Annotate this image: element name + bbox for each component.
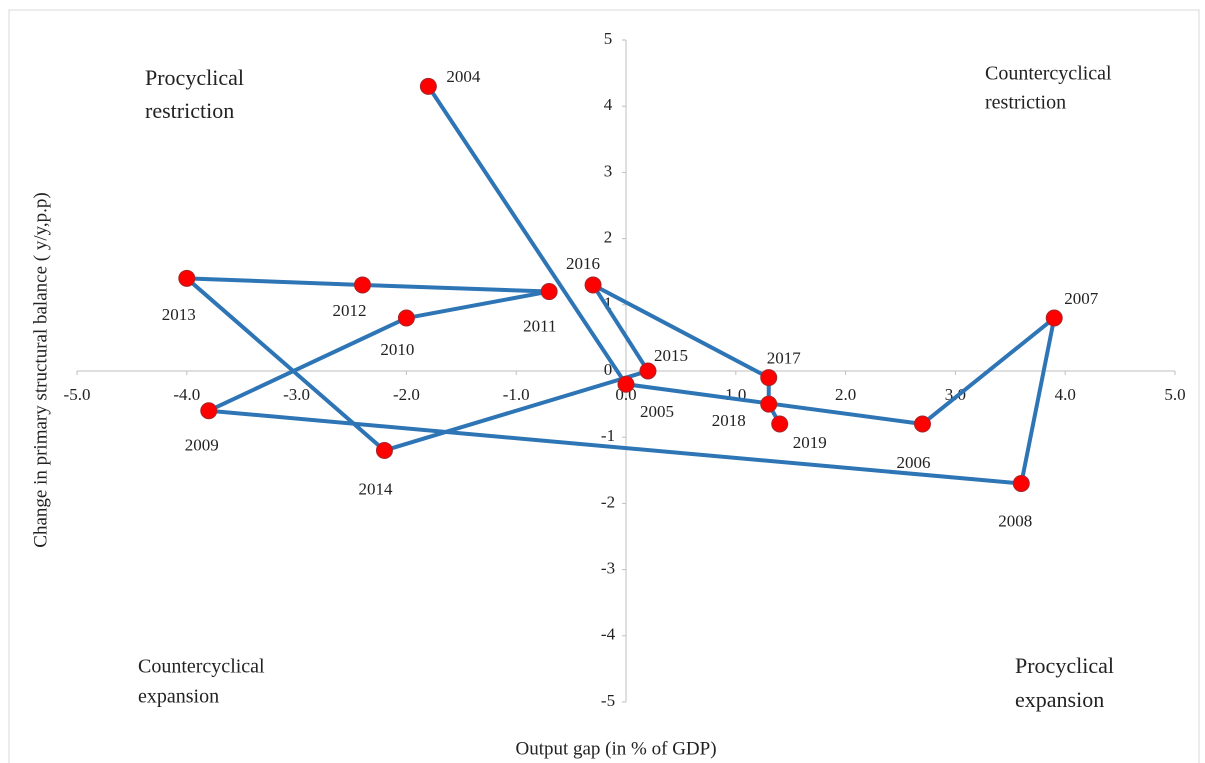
point-label: 2008: [998, 511, 1032, 530]
quadrant-label: Procyclical: [145, 65, 244, 90]
point: [397, 309, 415, 327]
point: [1012, 475, 1030, 493]
point: [771, 415, 789, 433]
quadrant-label: expansion: [1015, 687, 1104, 712]
point: [617, 375, 635, 393]
point-label: 2005: [640, 402, 674, 421]
point-label: 2010: [380, 340, 414, 359]
point-label: 2016: [566, 254, 600, 273]
x-tick-label: -4.0: [173, 385, 200, 404]
chart-border: [8, 9, 1200, 763]
y-tick-label: -2: [601, 492, 615, 511]
point-label: 2013: [162, 305, 196, 324]
y-tick-label: -1: [601, 426, 615, 445]
y-tick-label: -5: [601, 691, 615, 710]
quadrant-label: restriction: [145, 98, 234, 123]
point-label: 2017: [767, 349, 802, 368]
quadrant-label: restriction: [985, 92, 1066, 114]
point-label: 2004: [446, 67, 481, 86]
point-label: 2006: [896, 453, 930, 472]
y-tick-label: 1: [604, 294, 613, 313]
point: [178, 269, 196, 287]
point-label: 2018: [712, 411, 746, 430]
point: [584, 276, 602, 294]
y-axis-title: Change in primary structural balance ( y…: [30, 192, 51, 547]
quadrant-label: expansion: [138, 686, 219, 708]
point-label: 2012: [332, 301, 366, 320]
y-tick-label: -3: [601, 559, 615, 578]
x-tick-label: -1.0: [503, 385, 530, 404]
point: [1045, 309, 1063, 327]
point-label: 2011: [523, 316, 556, 335]
x-tick-label: 2.0: [835, 385, 856, 404]
y-tick-label: 4: [604, 95, 613, 114]
y-tick-label: 0: [604, 360, 613, 379]
x-tick-label: 5.0: [1164, 385, 1185, 404]
y-tick-label: 3: [604, 161, 613, 180]
point-label: 2009: [185, 436, 219, 455]
x-tick-label: -2.0: [393, 385, 420, 404]
x-tick-label: -5.0: [64, 385, 91, 404]
point: [760, 395, 778, 413]
point: [200, 402, 218, 420]
y-tick-label: -4: [601, 625, 616, 644]
x-tick-label: 4.0: [1055, 385, 1076, 404]
y-tick-label: 5: [604, 29, 613, 48]
point-label: 2014: [358, 479, 393, 498]
connecting-line: [184, 85, 1057, 486]
x-tick-label: -3.0: [283, 385, 310, 404]
quadrant-label: Procyclical: [1015, 653, 1114, 678]
point: [760, 369, 778, 387]
point-label: 2007: [1064, 289, 1099, 308]
point: [540, 283, 558, 301]
x-tick-label: 3.0: [945, 385, 966, 404]
point: [639, 362, 657, 380]
point-label: 2019: [793, 433, 827, 452]
x-axis-title: Output gap (in % of GDP): [515, 738, 716, 759]
point: [375, 441, 393, 459]
point-label: 2015: [654, 346, 688, 365]
y-tick-label: 2: [604, 228, 613, 247]
point: [419, 77, 437, 95]
point: [913, 415, 931, 433]
quadrant-label: Countercyclical: [985, 63, 1112, 85]
quadrant-label: Countercyclical: [138, 656, 265, 678]
point: [353, 276, 371, 294]
